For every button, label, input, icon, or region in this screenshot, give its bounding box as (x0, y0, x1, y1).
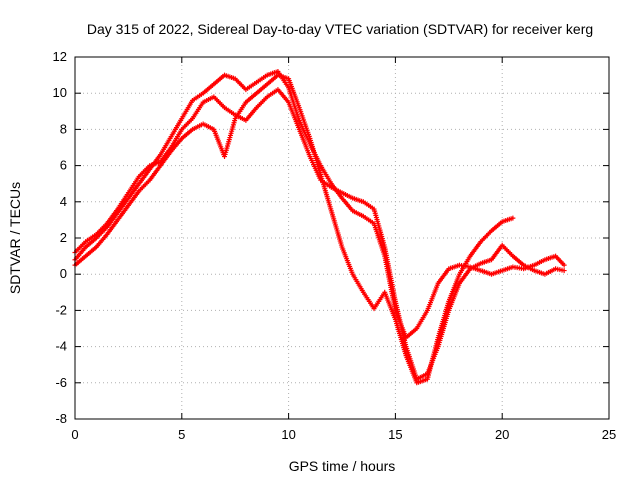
grid-lines (75, 57, 609, 419)
data-series (72, 68, 567, 386)
series-track-1 (72, 68, 567, 341)
x-tick-label: 15 (388, 427, 402, 442)
y-tick-label: 2 (60, 230, 67, 245)
y-tick-label: 8 (60, 121, 67, 136)
data-point (510, 215, 516, 221)
y-tick-label: 6 (60, 158, 67, 173)
y-axis-label: SDTVAR / TECUs (7, 182, 23, 294)
x-tick-label: 25 (602, 427, 616, 442)
y-tick-label: 12 (53, 49, 67, 64)
x-tick-label: 5 (178, 427, 185, 442)
x-tick-label: 20 (495, 427, 509, 442)
y-tick-label: -6 (55, 375, 67, 390)
series-track-3 (72, 72, 516, 386)
y-tick-label: -2 (55, 302, 67, 317)
chart-title: Day 315 of 2022, Sidereal Day-to-day VTE… (87, 21, 593, 37)
x-axis-label: GPS time / hours (289, 458, 396, 474)
x-axis-ticks: 0 5 10 15 20 25 (71, 57, 616, 442)
x-tick-label: 10 (281, 427, 295, 442)
y-tick-label: -8 (55, 411, 67, 426)
y-tick-label: 10 (53, 85, 67, 100)
y-axis-ticks: 12 10 8 6 4 2 0 -2 -4 -6 -8 (53, 49, 609, 426)
data-point (561, 268, 567, 274)
y-tick-label: 4 (60, 194, 67, 209)
y-tick-label: -4 (55, 339, 67, 354)
data-point (561, 262, 567, 268)
y-tick-label: 0 (60, 266, 67, 281)
x-tick-label: 0 (71, 427, 78, 442)
